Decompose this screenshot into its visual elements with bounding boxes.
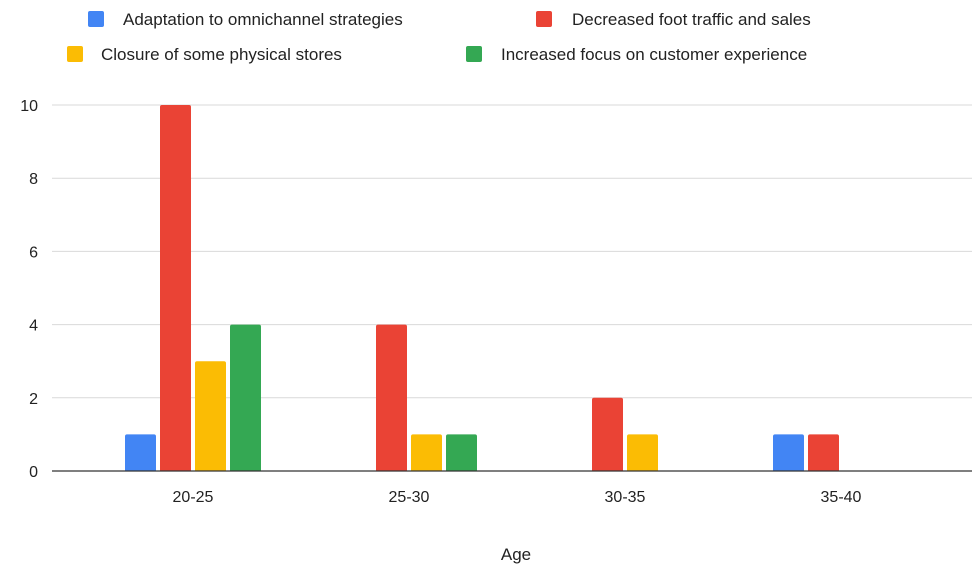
y-tick-label: 0 [29, 464, 38, 481]
legend: Adaptation to omnichannel strategies Dec… [67, 10, 811, 64]
bar-20-25-series-3[interactable] [230, 324, 261, 471]
bar-35-40-series-0[interactable] [773, 434, 804, 471]
legend-swatch-customer-experience [466, 46, 482, 62]
x-tick-label: 30-35 [605, 489, 646, 506]
legend-label-customer-experience: Increased focus on customer experience [501, 45, 807, 64]
x-axis-title: Age [501, 545, 531, 564]
y-tick-label: 6 [29, 244, 38, 261]
bar-30-35-series-2[interactable] [627, 434, 658, 471]
bar-30-35-series-1[interactable] [592, 397, 623, 471]
bar-20-25-series-0[interactable] [125, 434, 156, 471]
gridlines [52, 104, 972, 399]
x-tick-labels: 20-25 25-30 30-35 35-40 [173, 489, 862, 506]
bar-20-25-series-2[interactable] [195, 361, 226, 471]
y-tick-label: 8 [29, 171, 38, 188]
legend-label-foot-traffic: Decreased foot traffic and sales [572, 10, 811, 29]
legend-item-customer-experience[interactable]: Increased focus on customer experience [466, 45, 807, 64]
legend-swatch-omnichannel [88, 11, 104, 27]
legend-item-omnichannel[interactable]: Adaptation to omnichannel strategies [88, 10, 403, 29]
legend-item-foot-traffic[interactable]: Decreased foot traffic and sales [536, 10, 811, 29]
bars [125, 105, 839, 471]
legend-swatch-foot-traffic [536, 11, 552, 27]
bar-25-30-series-3[interactable] [446, 434, 477, 471]
legend-item-closure[interactable]: Closure of some physical stores [67, 45, 342, 64]
y-tick-label: 10 [20, 98, 38, 115]
y-tick-label: 4 [29, 318, 38, 335]
bar-20-25-series-1[interactable] [160, 105, 191, 471]
legend-label-omnichannel: Adaptation to omnichannel strategies [123, 10, 403, 29]
y-tick-labels: 0 2 4 6 8 10 [20, 98, 38, 481]
x-tick-label: 35-40 [821, 489, 862, 506]
bar-25-30-series-1[interactable] [376, 324, 407, 471]
legend-label-closure: Closure of some physical stores [101, 45, 342, 64]
legend-swatch-closure [67, 46, 83, 62]
bar-35-40-series-1[interactable] [808, 434, 839, 471]
bar-25-30-series-2[interactable] [411, 434, 442, 471]
y-tick-label: 2 [29, 391, 38, 408]
x-tick-label: 25-30 [389, 489, 430, 506]
x-tick-label: 20-25 [173, 489, 214, 506]
